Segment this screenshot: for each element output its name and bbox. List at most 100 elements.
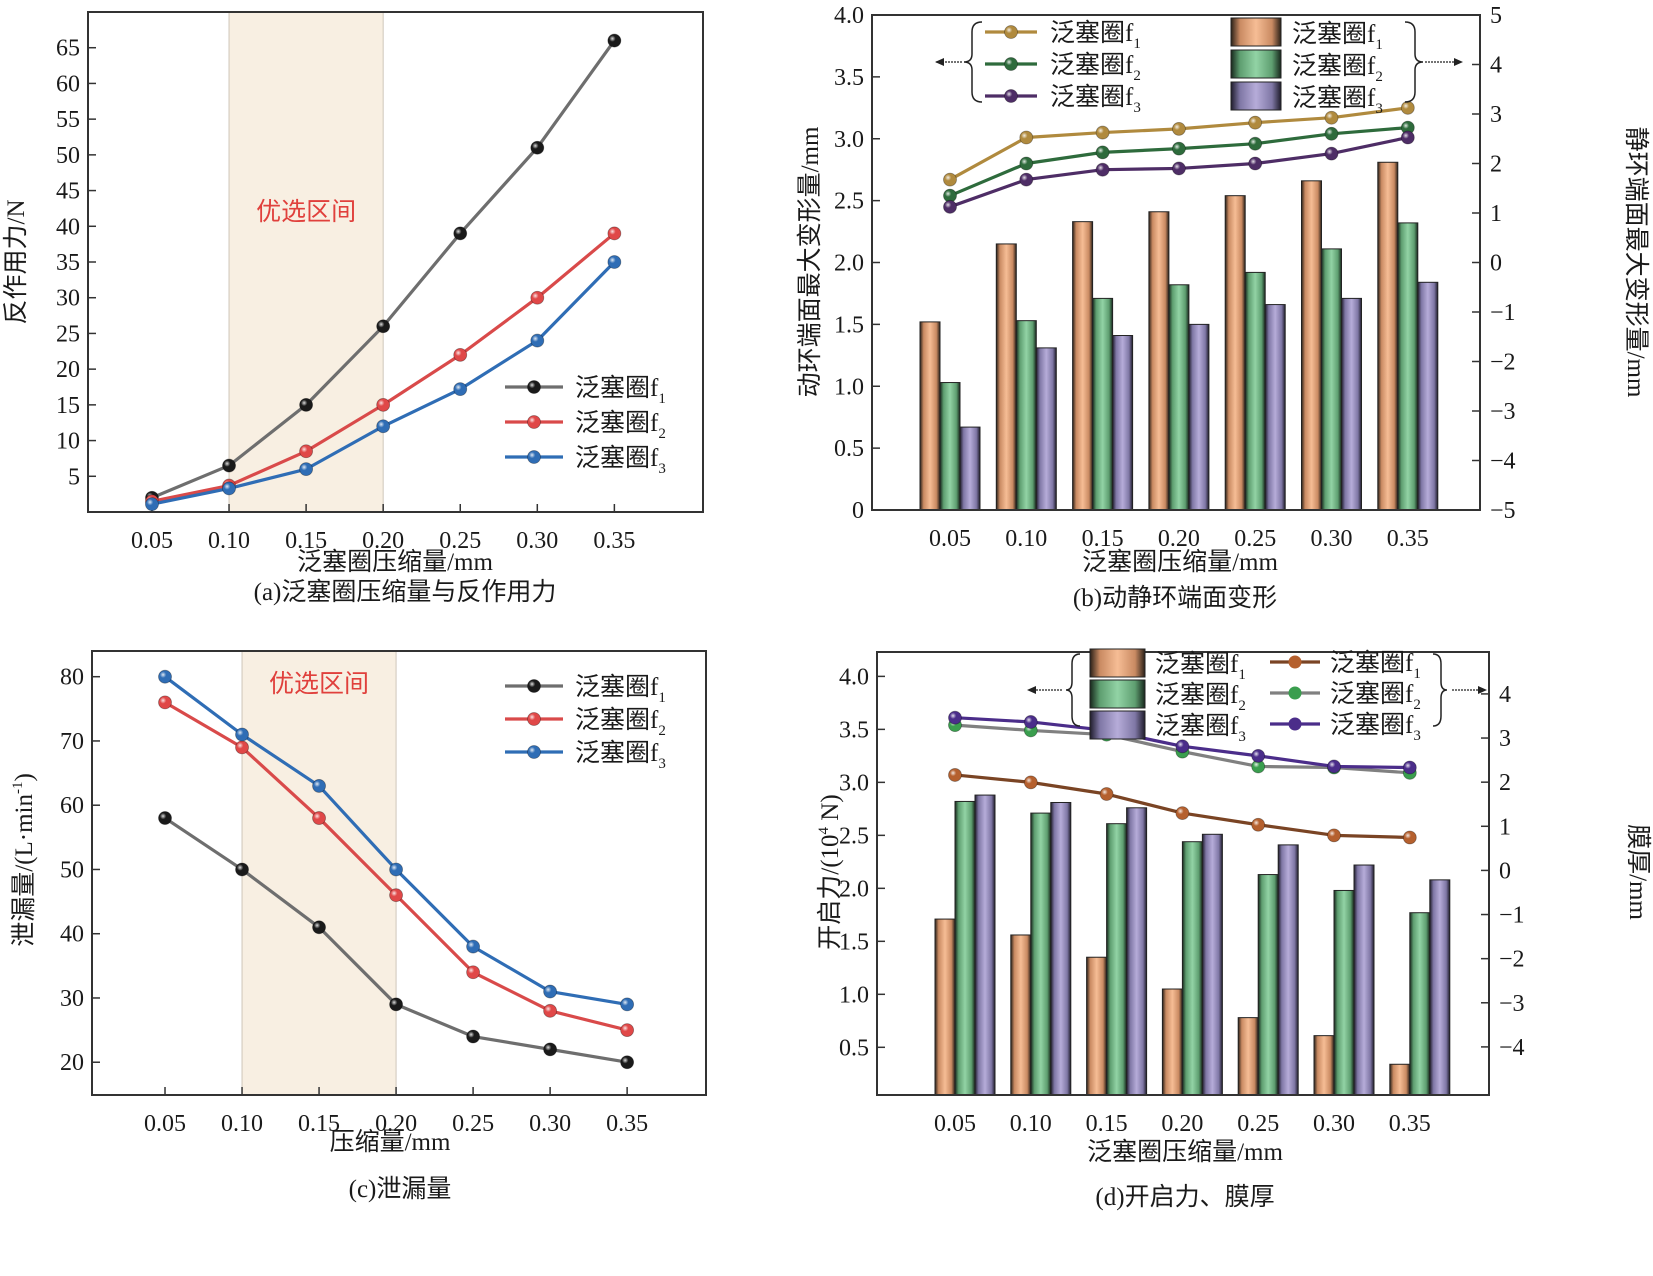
data-point-f3-highlight: [466, 940, 480, 954]
y-right-tick-label: −4: [1490, 449, 1516, 475]
y-tick-label: 45: [56, 179, 80, 205]
data-point-f2-highlight: [389, 888, 403, 902]
y-left-tick-label: 0.5: [834, 436, 864, 462]
data-point-f1-highlight: [1248, 116, 1262, 130]
bar-f1: [1072, 221, 1094, 511]
legend-bar-label-f3: 泛塞圈f3: [1155, 712, 1246, 745]
y-tick-label: 5: [68, 464, 80, 490]
legend-bar-label-f1: 泛塞圈f1: [1292, 20, 1383, 53]
data-point-f3-highlight: [1172, 161, 1186, 175]
data-point-f2-highlight: [466, 965, 480, 979]
bar-f1: [1301, 180, 1322, 511]
x-tick-label: 0.35: [1387, 526, 1429, 552]
data-point-f1-highlight: [222, 459, 236, 473]
y-left-tick-label: 2.5: [839, 823, 869, 849]
x-tick-label: 0.25: [1234, 526, 1276, 552]
legend-left-brace: [963, 21, 983, 103]
x-tick-label: 0.20: [1161, 1111, 1203, 1137]
y-left-tick-label: 3.5: [839, 717, 869, 743]
x-tick-label: 0.25: [439, 528, 481, 554]
data-point-f1-highlight: [943, 173, 957, 187]
x-tick-label: 0.15: [285, 528, 327, 554]
data-point-f2-highlight: [1096, 145, 1110, 159]
data-point-f3-highlight: [389, 862, 403, 876]
legend-bar-label-f2: 泛塞圈f2: [1155, 681, 1246, 714]
legend-marker-f2-highlight: [1004, 57, 1018, 71]
bar-f3: [974, 794, 996, 1096]
y-axis-title: 反作用力/N: [2, 199, 30, 324]
y-right-tick-label: 0: [1499, 858, 1511, 884]
bar-f3: [1429, 879, 1451, 1096]
data-point-f3-highlight: [943, 200, 957, 214]
data-point-f3-highlight: [1019, 173, 1033, 187]
legend-label-f2: 泛塞圈f2: [575, 409, 666, 442]
preferred-range-label: 优选区间: [256, 197, 356, 226]
bar-f3: [1341, 297, 1362, 511]
y-right-tick-label: 4: [1490, 53, 1502, 79]
plot-frame: [876, 651, 1490, 1096]
bar-f2: [1030, 812, 1052, 1096]
data-point-f2-highlight: [607, 226, 621, 240]
legend-label-f1: 泛塞圈f1: [575, 673, 666, 706]
panel-d-caption: (d)开启力、膜厚: [1095, 1183, 1274, 1211]
y-right-tick-label: 0: [1490, 251, 1502, 277]
bar-f3: [1188, 323, 1210, 511]
data-point-f1-highlight: [299, 398, 313, 412]
left-axis-arrowhead: [1027, 686, 1036, 694]
y-right-tick-label: 4: [1499, 682, 1511, 708]
x-tick-label: 0.25: [1237, 1111, 1279, 1137]
preferred-range-band: [242, 651, 397, 1095]
y-right-tick-label: 3: [1490, 102, 1502, 128]
y-tick-label: 30: [56, 286, 80, 312]
y-right-tick-label: 1: [1490, 201, 1502, 227]
data-point-f1-highlight: [620, 1055, 634, 1069]
y-tick-label: 60: [56, 71, 80, 97]
x-tick-label: 0.10: [1005, 526, 1047, 552]
data-point-f2-highlight: [943, 189, 957, 203]
legend-left-brace: [1065, 653, 1081, 727]
bar-f1: [995, 243, 1017, 511]
y-left-tick-label: 1.0: [839, 982, 869, 1008]
y-right-axis-title: 膜厚/mm: [1624, 824, 1652, 920]
bar-f2: [1333, 889, 1355, 1096]
data-point-f2-highlight: [158, 695, 172, 709]
data-point-f1-highlight: [1401, 101, 1415, 115]
bar-f2: [1168, 284, 1190, 511]
data-point-f2-highlight: [1251, 759, 1265, 773]
data-point-f1-highlight: [607, 34, 621, 48]
legend-line-label-f2: 泛塞圈f2: [1050, 51, 1141, 84]
data-point-f1-highlight: [235, 862, 249, 876]
data-point-f1-highlight: [1325, 111, 1338, 125]
y-left-tick-label: 1.5: [839, 929, 869, 955]
data-point-f3-highlight: [158, 670, 172, 684]
data-point-f1-highlight: [1100, 787, 1114, 801]
data-point-f3-highlight: [1096, 163, 1110, 177]
data-point-f3-highlight: [530, 334, 544, 348]
y-left-tick-label: 1.0: [834, 374, 864, 400]
data-point-f3-highlight: [1327, 759, 1341, 773]
legend-label-f3: 泛塞圈f3: [575, 739, 666, 772]
y-tick-label: 65: [56, 36, 80, 62]
data-point-f2-highlight: [543, 1004, 557, 1018]
x-tick-label: 0.35: [606, 1111, 648, 1137]
data-point-f3-highlight: [1248, 157, 1262, 170]
bar-f3: [1264, 304, 1286, 511]
legend-bar-label-f3: 泛塞圈f3: [1292, 84, 1383, 117]
x-tick-label: 0.25: [452, 1111, 494, 1137]
y-tick-label: 50: [56, 143, 80, 169]
y-left-tick-label: 2.0: [834, 251, 864, 277]
x-tick-label: 0.05: [929, 526, 971, 552]
y-tick-label: 25: [56, 321, 80, 347]
data-point-f2-highlight: [1248, 137, 1262, 151]
y-tick-label: 10: [56, 429, 80, 455]
y-left-tick-label: 3.0: [839, 770, 869, 796]
bar-f1: [1237, 1017, 1259, 1096]
left-axis-arrowhead: [935, 58, 944, 66]
data-point-f3-highlight: [453, 382, 467, 396]
y-left-tick-label: 1.5: [834, 312, 864, 338]
data-point-f1-highlight: [376, 319, 390, 333]
data-point-f1-highlight: [1251, 818, 1265, 832]
bar-f3: [959, 426, 981, 511]
legend-bar-label-f1: 泛塞圈f1: [1155, 650, 1246, 683]
x-tick-label: 0.15: [1086, 1111, 1128, 1137]
